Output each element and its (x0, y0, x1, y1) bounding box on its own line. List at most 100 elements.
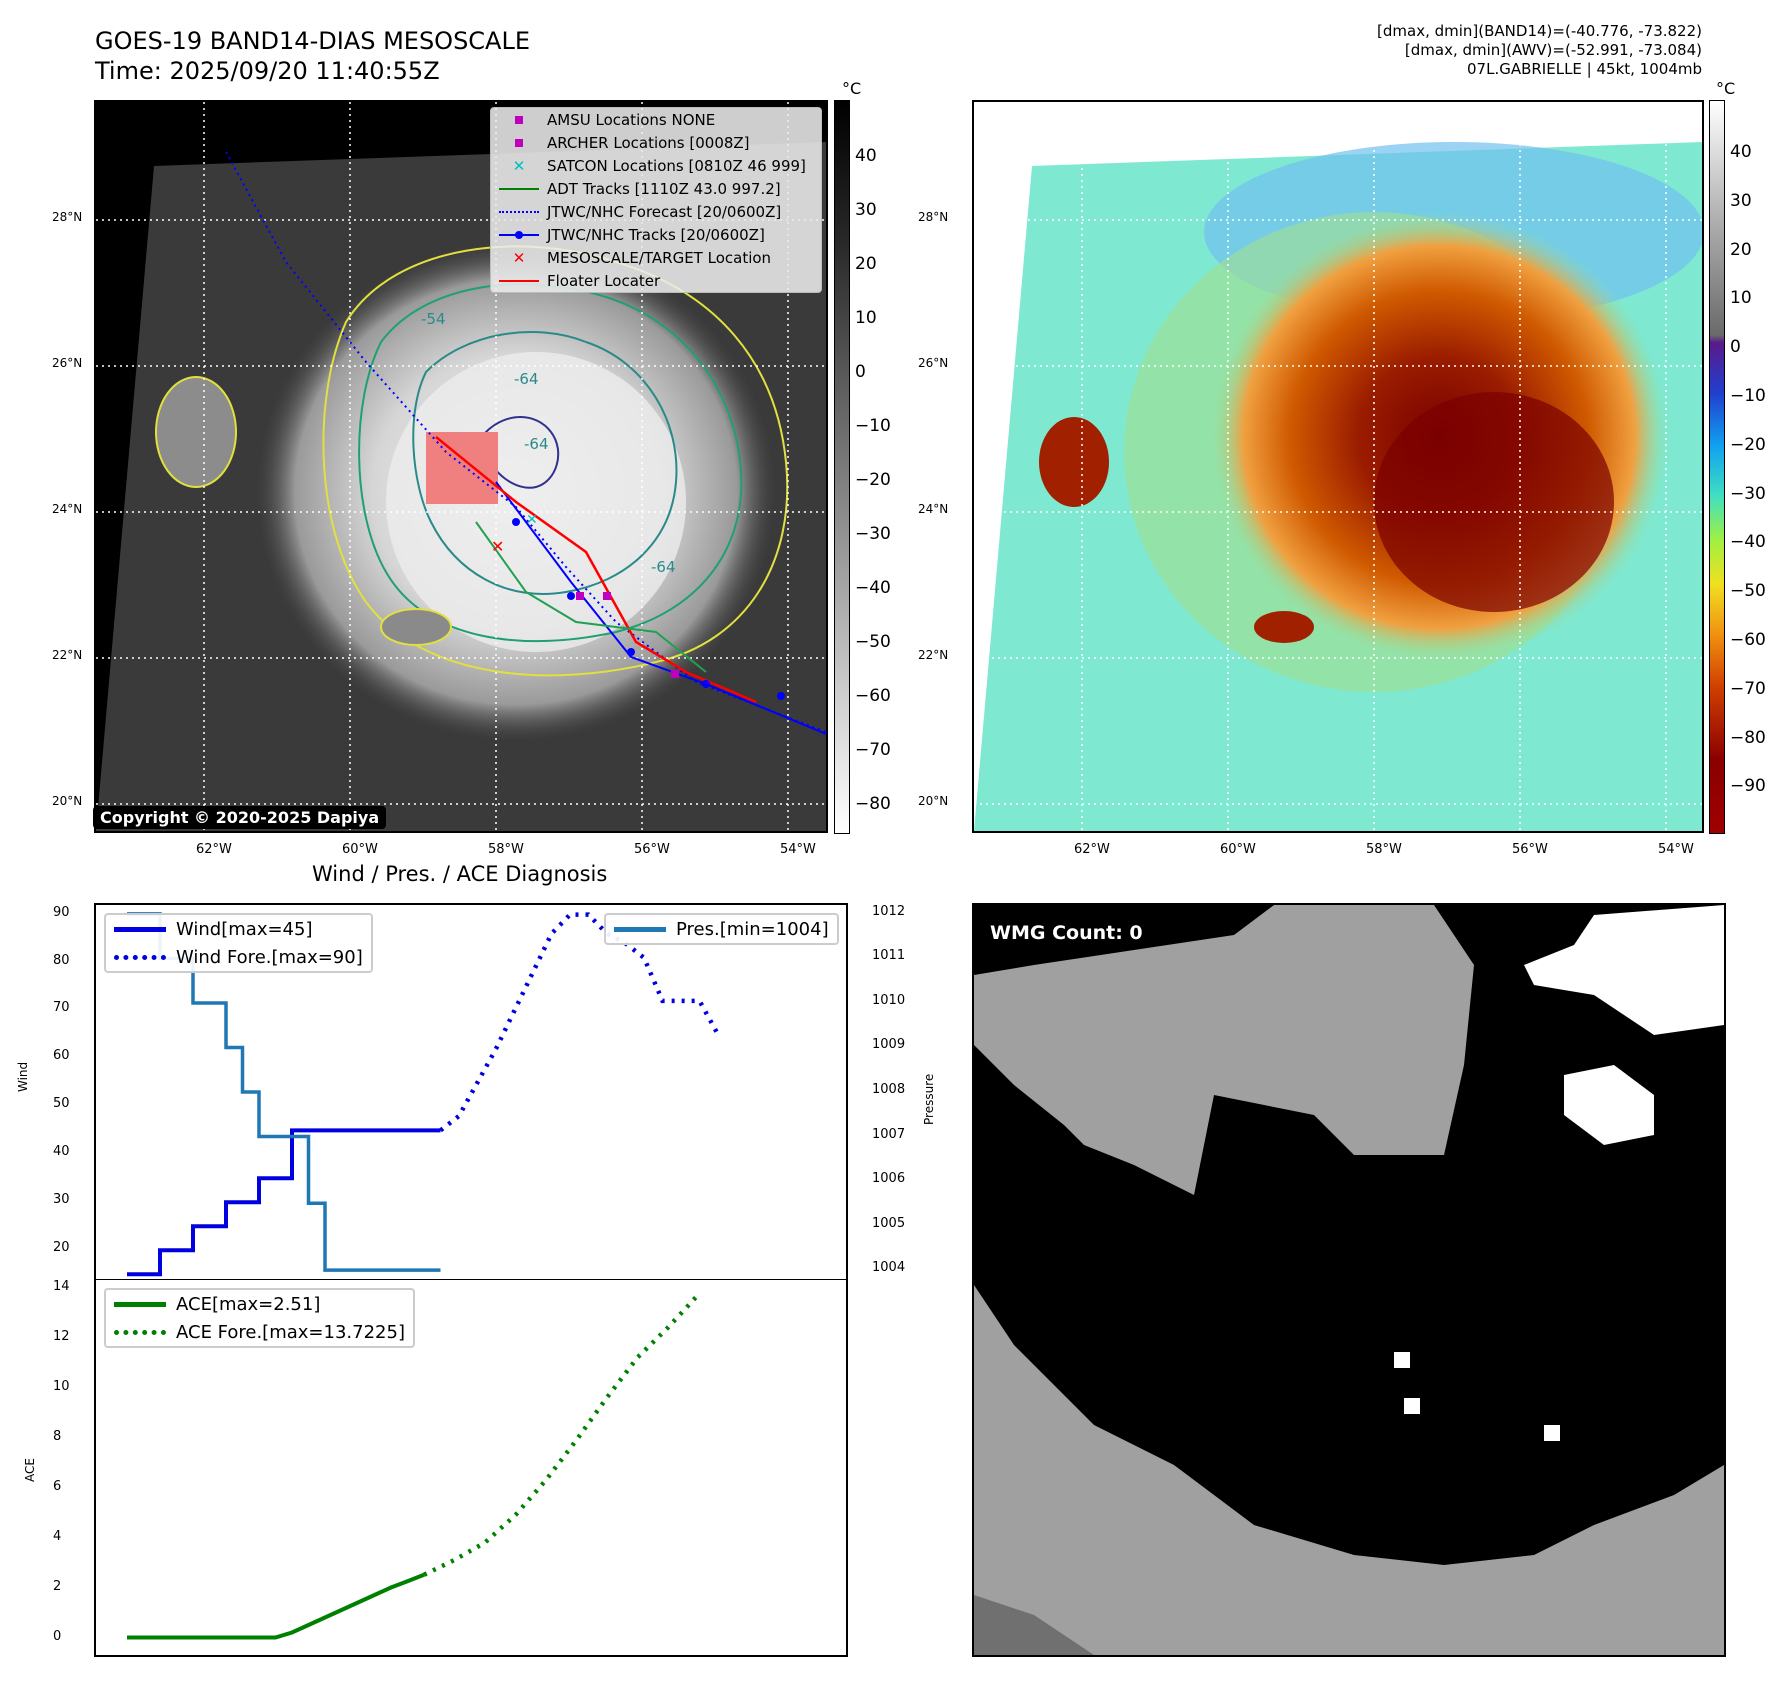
lon-label: 62°W (1074, 842, 1110, 857)
legend-item: ARCHER Locations [0008Z] (491, 131, 821, 154)
right-colorbar-tick: −90 (1730, 776, 1766, 797)
contour-label: -64 (514, 370, 539, 388)
right-colorbar-tick: −20 (1730, 434, 1766, 455)
legend-item: ADT Tracks [1110Z 43.0 997.2] (491, 177, 821, 200)
left-colorbar (834, 100, 850, 834)
map-legend: AMSU Locations NONE ARCHER Locations [00… (490, 107, 822, 293)
ace-legend: ACE[max=2.51] ACE Fore.[max=13.7225] (104, 1288, 415, 1348)
right-colorbar-tick: −60 (1730, 630, 1766, 650)
diagnosis-title: Wind / Pres. / ACE Diagnosis (312, 862, 608, 886)
legend-item: JTWC/NHC Forecast [20/0600Z] (491, 200, 821, 223)
lat-label: 22°N (52, 648, 83, 662)
legend-item-wind-forecast: Wind Fore.[max=90] (106, 943, 371, 971)
ace-ytick: 4 (53, 1528, 62, 1544)
lat-label: 22°N (918, 648, 949, 662)
wind-ytick: 80 (53, 952, 70, 968)
wmg-region (974, 1285, 1724, 1655)
left-colorbar-tick: 0 (855, 362, 866, 382)
left-colorbar-tick: −50 (855, 632, 891, 652)
contour-label: -54 (421, 310, 446, 328)
wind-ylabel: Wind (16, 1061, 30, 1092)
contour-label: -64 (651, 558, 676, 576)
ir-map-svg: -54 -64 -64 -64 ✕ ✕ (96, 102, 826, 831)
right-colorbar-tick: −10 (1730, 386, 1766, 406)
ace-ytick: 8 (53, 1428, 62, 1444)
ace-ytick: 10 (53, 1378, 70, 1394)
wind-ytick: 40 (53, 1144, 70, 1160)
lat-label: 28°N (52, 210, 83, 224)
right-colorbar-tick: 30 (1730, 190, 1752, 211)
right-colorbar (1709, 100, 1725, 834)
lon-label: 54°W (780, 842, 816, 857)
pressure-ylabel: Pressure (922, 1073, 936, 1125)
right-colorbar-tick: 0 (1730, 337, 1741, 358)
wmg-count-badge: WMG Count: 0 (983, 919, 1150, 947)
wind-ytick: 70 (53, 1000, 70, 1016)
lat-label: 20°N (52, 794, 83, 808)
lon-label: 54°W (1658, 842, 1694, 857)
title-line-1: GOES-19 BAND14-DIAS MESOSCALE (95, 27, 531, 55)
ace-series-line (127, 1572, 425, 1640)
left-colorbar-tick: 10 (855, 308, 877, 328)
wmg-region (1524, 905, 1724, 1035)
jtwc-track-line (495, 481, 826, 735)
pressure-ytick: 1006 (872, 1171, 906, 1187)
right-colorbar-tick: −70 (1730, 678, 1766, 699)
legend-item: JTWC/NHC Tracks [20/0600Z] (491, 223, 821, 246)
wmg-region (974, 905, 1474, 1195)
pressure-ytick: 1008 (872, 1082, 906, 1097)
lon-label: 62°W (196, 842, 232, 857)
lon-label: 56°W (1512, 842, 1548, 857)
lat-label: 20°N (918, 794, 949, 808)
ace-panel (94, 1279, 848, 1657)
left-colorbar-tick: 30 (855, 200, 877, 220)
ace-ytick: 14 (53, 1278, 70, 1294)
awv-gridlines (974, 102, 1702, 831)
ace-ytick: 6 (53, 1478, 62, 1494)
right-colorbar-tick: 10 (1730, 288, 1752, 309)
wmg-svg (974, 905, 1724, 1655)
wind-legend: Wind[max=45] Wind Fore.[max=90] (104, 913, 373, 973)
lon-label: 58°W (1366, 842, 1402, 857)
right-colorbar-unit: °C (1716, 79, 1736, 98)
pressure-legend: Pres.[min=1004] (604, 913, 839, 945)
lon-label: 58°W (488, 842, 524, 857)
right-colorbar-tick: −50 (1730, 581, 1766, 602)
intensity-meta: [dmax, dmin](BAND14)=(-40.776, -73.822) … (1377, 22, 1702, 79)
legend-item-ace-forecast: ACE Fore.[max=13.7225] (106, 1318, 413, 1346)
left-colorbar-tick: 40 (855, 146, 877, 166)
left-colorbar-tick: −80 (855, 794, 891, 814)
pressure-ytick: 1012 (872, 903, 906, 919)
jtwc-track-points (512, 518, 785, 700)
pressure-ytick: 1005 (872, 1215, 906, 1231)
right-colorbar-tick: 20 (1730, 239, 1752, 260)
lat-label: 24°N (52, 502, 83, 516)
adt-track-line (475, 521, 707, 673)
awv-map-panel (972, 100, 1704, 833)
lon-label: 60°W (1220, 842, 1256, 857)
ace-forecast-series-line (423, 1292, 701, 1577)
right-colorbar-tick: −30 (1730, 483, 1766, 504)
wind-ytick: 20 (53, 1240, 70, 1256)
meta-line-2: [dmax, dmin](AWV)=(-52.991, -73.084) (1404, 41, 1702, 59)
meta-line-1: [dmax, dmin](BAND14)=(-40.776, -73.822) (1377, 22, 1702, 40)
left-colorbar-unit: °C (842, 79, 862, 98)
legend-item-wind: Wind[max=45] (106, 915, 371, 943)
pressure-ytick: 1010 (872, 992, 906, 1008)
wind-ytick: 60 (53, 1048, 70, 1064)
lat-label: 24°N (918, 502, 949, 516)
right-colorbar-tick: −40 (1730, 532, 1766, 553)
ir-map-panel: -54 -64 -64 -64 ✕ ✕ (94, 100, 828, 833)
legend-item: Floater Locater (491, 269, 821, 292)
right-colorbar-tick: −80 (1730, 727, 1766, 748)
wind-series-line (127, 1128, 441, 1277)
lon-label: 56°W (634, 842, 670, 857)
floater-box (426, 432, 498, 504)
pressure-ytick: 1009 (872, 1037, 906, 1053)
lat-label: 26°N (918, 356, 949, 370)
ace-svg (127, 1292, 701, 1640)
legend-item-ace: ACE[max=2.51] (106, 1290, 413, 1318)
wmg-region (974, 1595, 1094, 1655)
legend-item: AMSU Locations NONE (491, 108, 821, 131)
left-colorbar-tick: −70 (855, 740, 891, 760)
